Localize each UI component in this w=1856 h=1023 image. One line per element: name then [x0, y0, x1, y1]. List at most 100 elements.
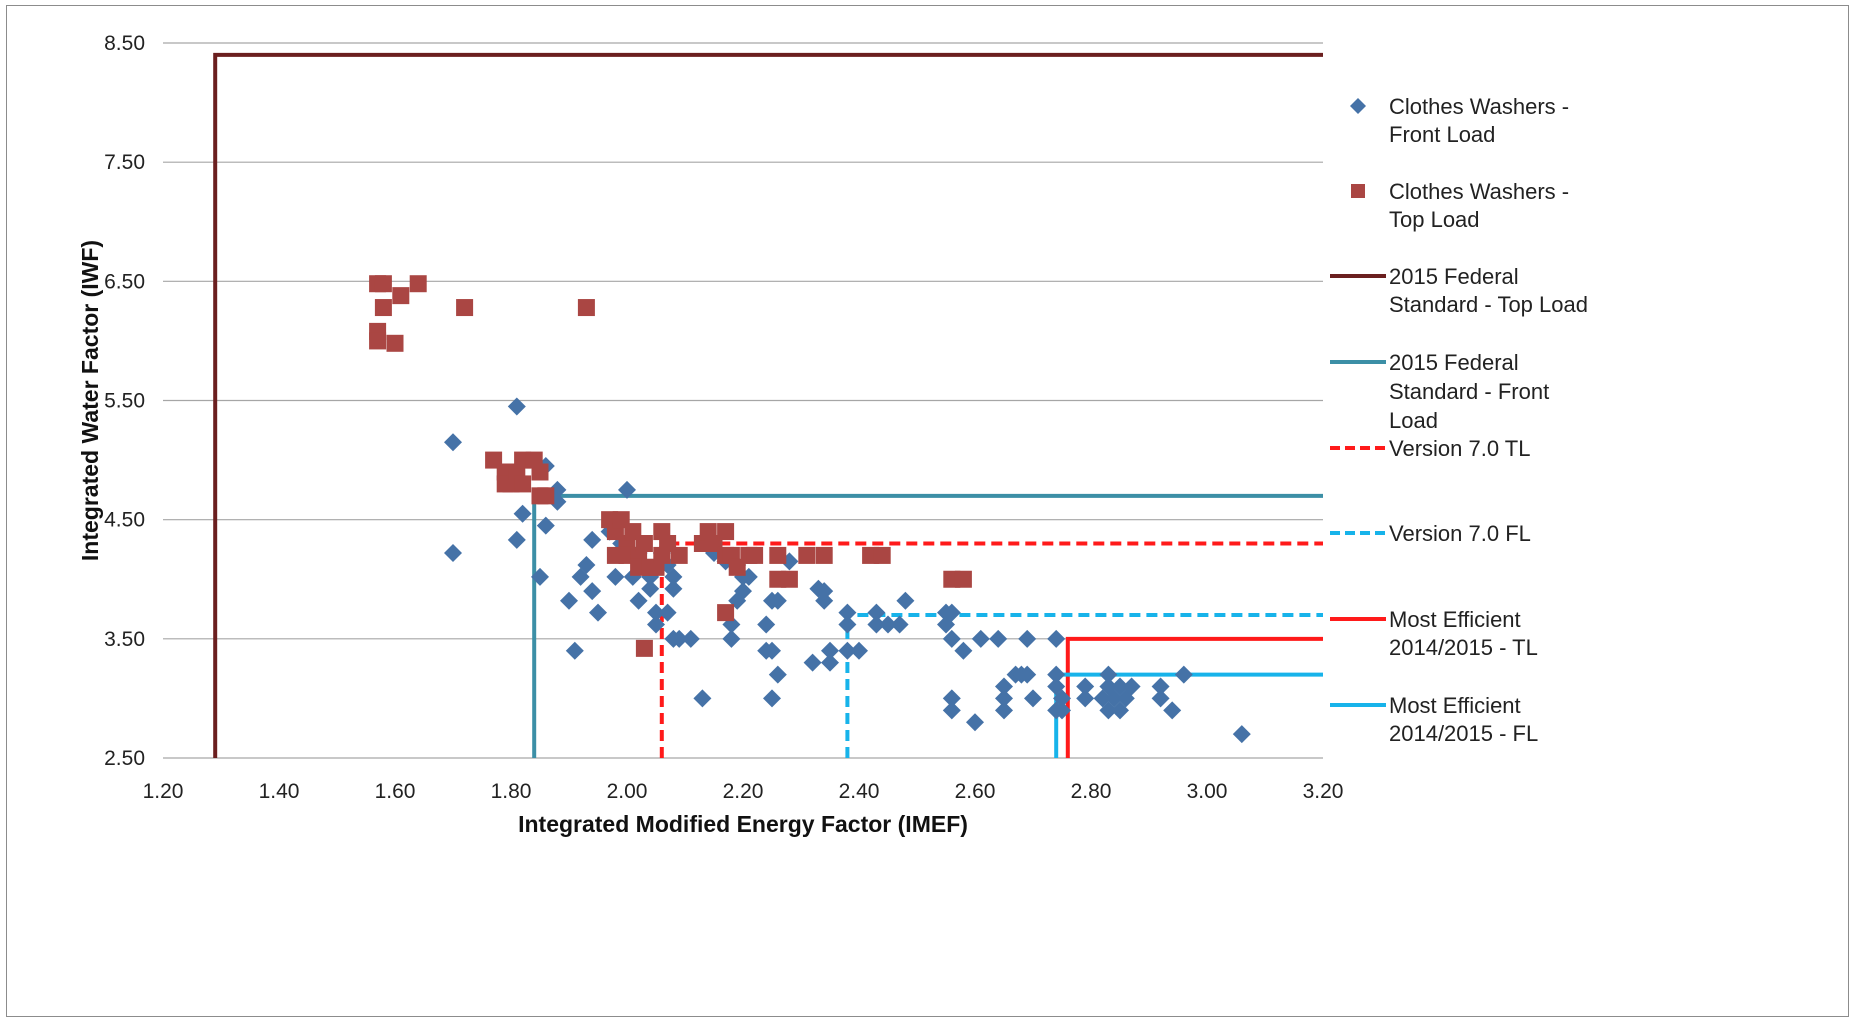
- front-load-point: [1099, 665, 1118, 684]
- front-load-point: [942, 603, 961, 622]
- line-series-5: [1054, 672, 1323, 758]
- front-load-point: [838, 615, 857, 634]
- front-load-point: [583, 530, 602, 549]
- y-tick-label: 4.50: [104, 509, 145, 532]
- front-load-point: [1151, 689, 1170, 708]
- legend-label: Version 7.0 FL: [1389, 521, 1531, 546]
- front-load-point: [589, 603, 607, 622]
- front-load-point: [815, 582, 834, 601]
- front-load-point: [583, 582, 602, 601]
- top-load-point: [798, 546, 816, 564]
- x-tick-label: 2.00: [607, 780, 648, 803]
- top-load-point: [670, 546, 688, 564]
- top-load-point: [873, 546, 891, 564]
- front-load-point: [536, 516, 555, 535]
- data-markers: [369, 275, 1251, 744]
- top-load-point: [780, 570, 798, 588]
- top-load-point: [531, 463, 549, 481]
- front-load-point: [606, 567, 625, 586]
- top-load-point: [537, 487, 555, 505]
- front-load-point: [734, 582, 752, 601]
- legend-label: Load: [1389, 408, 1438, 433]
- x-tick-label: 3.00: [1187, 780, 1228, 803]
- front-load-point: [971, 629, 990, 648]
- legend-label: 2014/2015 - FL: [1389, 721, 1538, 746]
- front-load-point: [1053, 701, 1071, 720]
- front-load-point: [757, 615, 776, 634]
- top-load-point: [392, 287, 410, 305]
- legend-label: Clothes Washers -: [1389, 179, 1569, 204]
- front-load-point: [1232, 725, 1251, 744]
- top-load-point: [717, 604, 735, 622]
- top-load-point: [369, 332, 387, 350]
- front-load-point: [577, 555, 596, 574]
- legend-symbol-square: [1351, 184, 1365, 198]
- front-load-point: [560, 591, 578, 610]
- x-tick-label: 1.20: [143, 780, 184, 803]
- legend-label: Front Load: [1389, 122, 1495, 147]
- y-tick-label: 8.50: [104, 32, 145, 55]
- y-tick-label: 5.50: [104, 390, 145, 413]
- top-load-point: [635, 535, 653, 552]
- front-load-point: [838, 641, 857, 660]
- front-load-point: [850, 641, 868, 660]
- x-tick-label: 3.20: [1303, 780, 1344, 803]
- line-series-0: [213, 52, 1323, 758]
- front-load-point: [658, 603, 677, 622]
- front-load-point: [444, 544, 462, 563]
- legend-label: Standard - Front: [1389, 379, 1549, 404]
- top-load-point: [514, 475, 532, 493]
- front-load-point: [1053, 689, 1071, 708]
- x-tick-label: 1.80: [491, 780, 532, 803]
- gridlines: [163, 42, 1323, 759]
- front-load-point: [670, 629, 689, 648]
- top-load-point: [374, 299, 392, 317]
- front-load-point: [618, 480, 636, 499]
- line-series-4: [1065, 636, 1323, 758]
- front-load-point: [879, 615, 897, 634]
- front-load-point: [942, 701, 961, 720]
- front-load-point: [565, 641, 584, 660]
- top-load-point: [769, 546, 787, 564]
- front-load-point: [664, 579, 683, 598]
- y-axis-ticks: 2.50 3.50 4.50 5.50 6.50 7.50 8.50: [104, 32, 145, 770]
- x-tick-label: 2.40: [839, 780, 880, 803]
- front-load-point: [803, 653, 822, 672]
- front-load-point: [1174, 665, 1193, 684]
- y-tick-label: 6.50: [104, 270, 145, 293]
- x-axis-ticks: 1.20 1.40 1.60 1.80 2.00 2.20 2.40 2.60 2.80 3.00…: [143, 780, 1344, 803]
- x-tick-label: 2.20: [723, 780, 764, 803]
- front-load-point: [507, 397, 526, 416]
- front-load-point: [722, 629, 741, 648]
- front-load-point: [693, 689, 712, 708]
- top-load-point: [577, 299, 595, 317]
- top-load-point: [746, 546, 764, 564]
- front-load-point: [867, 603, 886, 622]
- y-axis-title: Integrated Water Factor (IWF): [77, 240, 103, 561]
- front-load-point: [1076, 677, 1095, 696]
- legend-label: 2014/2015 - TL: [1389, 635, 1538, 660]
- top-load-point: [635, 639, 653, 657]
- front-load-point: [1018, 629, 1037, 648]
- x-tick-label: 1.40: [259, 780, 300, 803]
- legend: Clothes Washers - Front Load Clothes Washe…: [1330, 94, 1588, 746]
- front-load-point: [942, 629, 961, 648]
- top-load-point: [717, 523, 735, 541]
- chart-frame: [6, 5, 1849, 1017]
- front-load-point: [768, 591, 787, 610]
- front-load-point: [629, 591, 648, 610]
- x-axis-title: Integrated Modified Energy Factor (IMEF): [518, 811, 968, 837]
- legend-label: Top Load: [1389, 207, 1480, 232]
- front-load-point: [507, 530, 526, 549]
- front-load-point: [681, 629, 700, 648]
- legend-label: 2015 Federal: [1389, 264, 1519, 289]
- front-load-point: [867, 615, 886, 634]
- front-load-point: [896, 591, 915, 610]
- front-load-point: [995, 677, 1013, 696]
- front-load-point: [647, 615, 665, 634]
- x-tick-label: 2.60: [955, 780, 996, 803]
- front-load-point: [444, 433, 462, 452]
- front-load-point: [890, 615, 909, 634]
- front-load-point: [1047, 665, 1066, 684]
- legend-symbol-diamond: [1350, 98, 1366, 114]
